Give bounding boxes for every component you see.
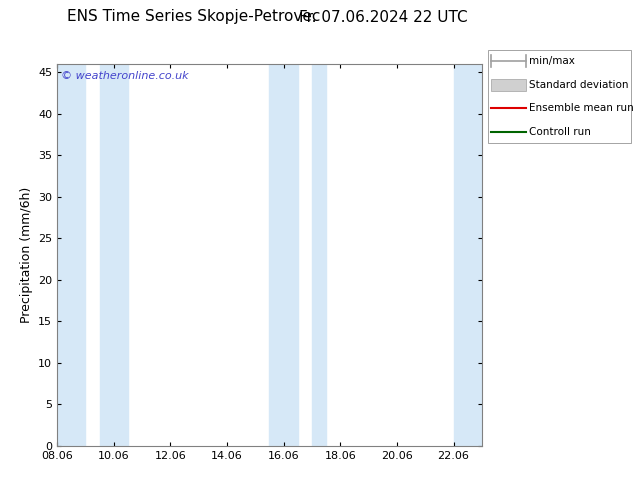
Y-axis label: Precipitation (mm/6h): Precipitation (mm/6h) — [20, 187, 32, 323]
Text: ENS Time Series Skopje-Petrovec: ENS Time Series Skopje-Petrovec — [67, 9, 320, 24]
Text: © weatheronline.co.uk: © weatheronline.co.uk — [61, 72, 189, 81]
Bar — [57, 64, 86, 446]
Text: min/max: min/max — [529, 56, 575, 66]
Bar — [312, 64, 326, 446]
Text: Controll run: Controll run — [529, 127, 592, 137]
Bar — [100, 64, 128, 446]
Text: Standard deviation: Standard deviation — [529, 80, 629, 90]
Text: Fr. 07.06.2024 22 UTC: Fr. 07.06.2024 22 UTC — [299, 9, 468, 24]
Bar — [269, 64, 298, 446]
Text: Ensemble mean run: Ensemble mean run — [529, 103, 634, 113]
Bar — [453, 64, 482, 446]
